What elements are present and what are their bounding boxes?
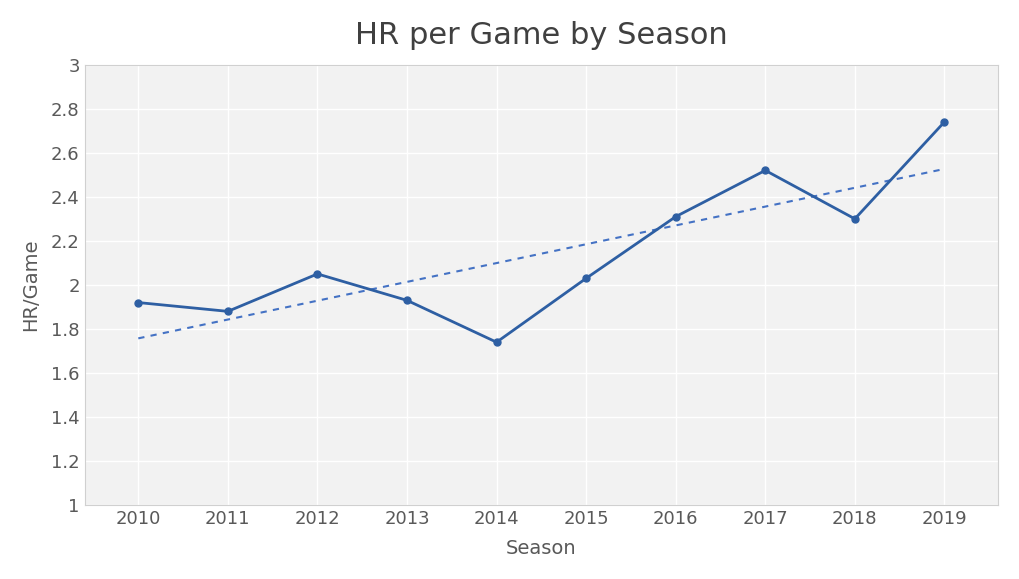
Y-axis label: HR/Game: HR/Game: [20, 239, 40, 331]
Title: HR per Game by Season: HR per Game by Season: [355, 21, 728, 50]
X-axis label: Season: Season: [506, 539, 577, 558]
